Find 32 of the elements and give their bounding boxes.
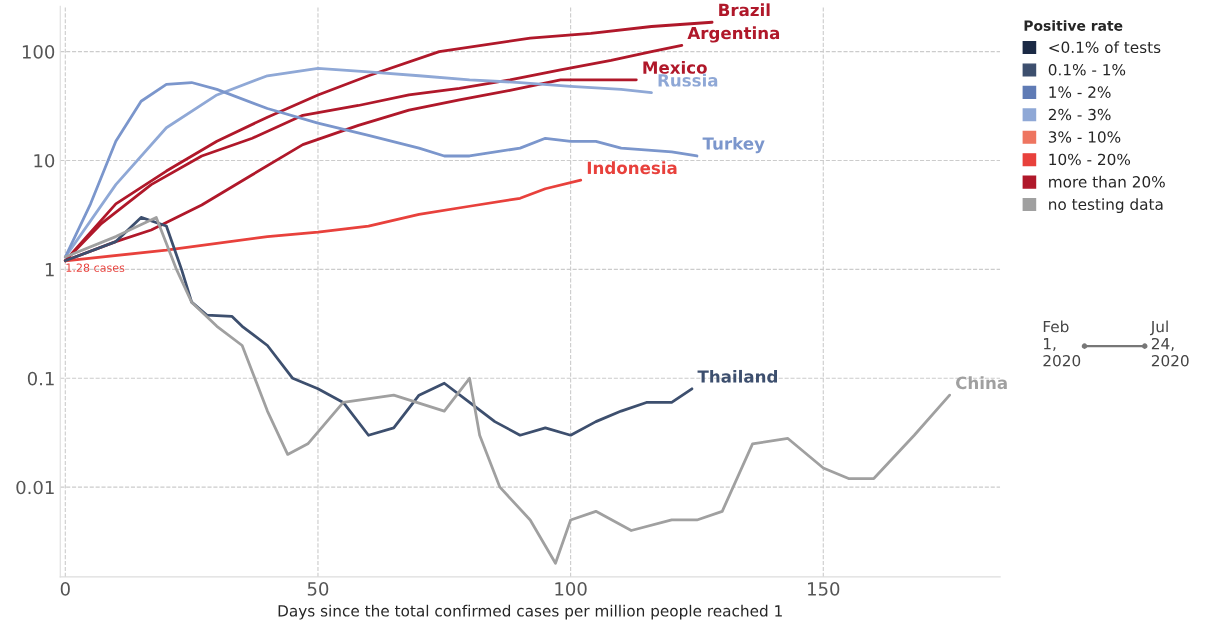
series-label: Mexico <box>643 60 707 74</box>
x-tick-label: 100 <box>555 582 587 596</box>
legend-label: <0.1% of tests <box>1049 41 1161 54</box>
series-label: Brazil <box>719 3 770 17</box>
legend-label: 10% - 20% <box>1049 153 1131 166</box>
annotation: 1.28 cases <box>66 263 125 272</box>
line-series <box>63 216 694 437</box>
series-label: Russia <box>658 73 718 87</box>
y-tick-label: 100 <box>22 45 55 59</box>
x-tick-label: 150 <box>808 582 840 596</box>
text: Jul 24, 2020 <box>1149 320 1189 367</box>
series-label: Thailand <box>697 369 778 383</box>
legend-label: 3% - 10% <box>1048 131 1121 143</box>
x-tick-label: 0 <box>60 582 70 596</box>
legend-label: 2% - 3% <box>1048 108 1111 121</box>
series-label: Turkey <box>702 136 765 154</box>
y-tick-label: 1 <box>45 263 54 277</box>
legend-title: Positive rate <box>1024 20 1123 31</box>
legend-label: more than 20% <box>1049 175 1165 188</box>
series-label: Indonesia <box>587 161 677 175</box>
y-tick-label: 10 <box>34 153 55 168</box>
series-label: China <box>956 376 1007 390</box>
x-tick-label: 50 <box>307 582 329 596</box>
series-label: Argentina <box>687 26 780 43</box>
y-tick-label: 0.01 <box>16 480 54 495</box>
legend-label: 1% - 2% <box>1049 86 1111 98</box>
text: Feb 1, 2020 <box>1043 320 1081 367</box>
x-axis-title: Days since the total confirmed cases per million people reached 1 <box>278 604 782 620</box>
y-tick-label: 0.1 <box>27 371 54 386</box>
legend-label: no testing data <box>1049 198 1163 213</box>
line-series <box>63 216 952 565</box>
legend-label: 0.1% - 1% <box>1048 63 1126 76</box>
